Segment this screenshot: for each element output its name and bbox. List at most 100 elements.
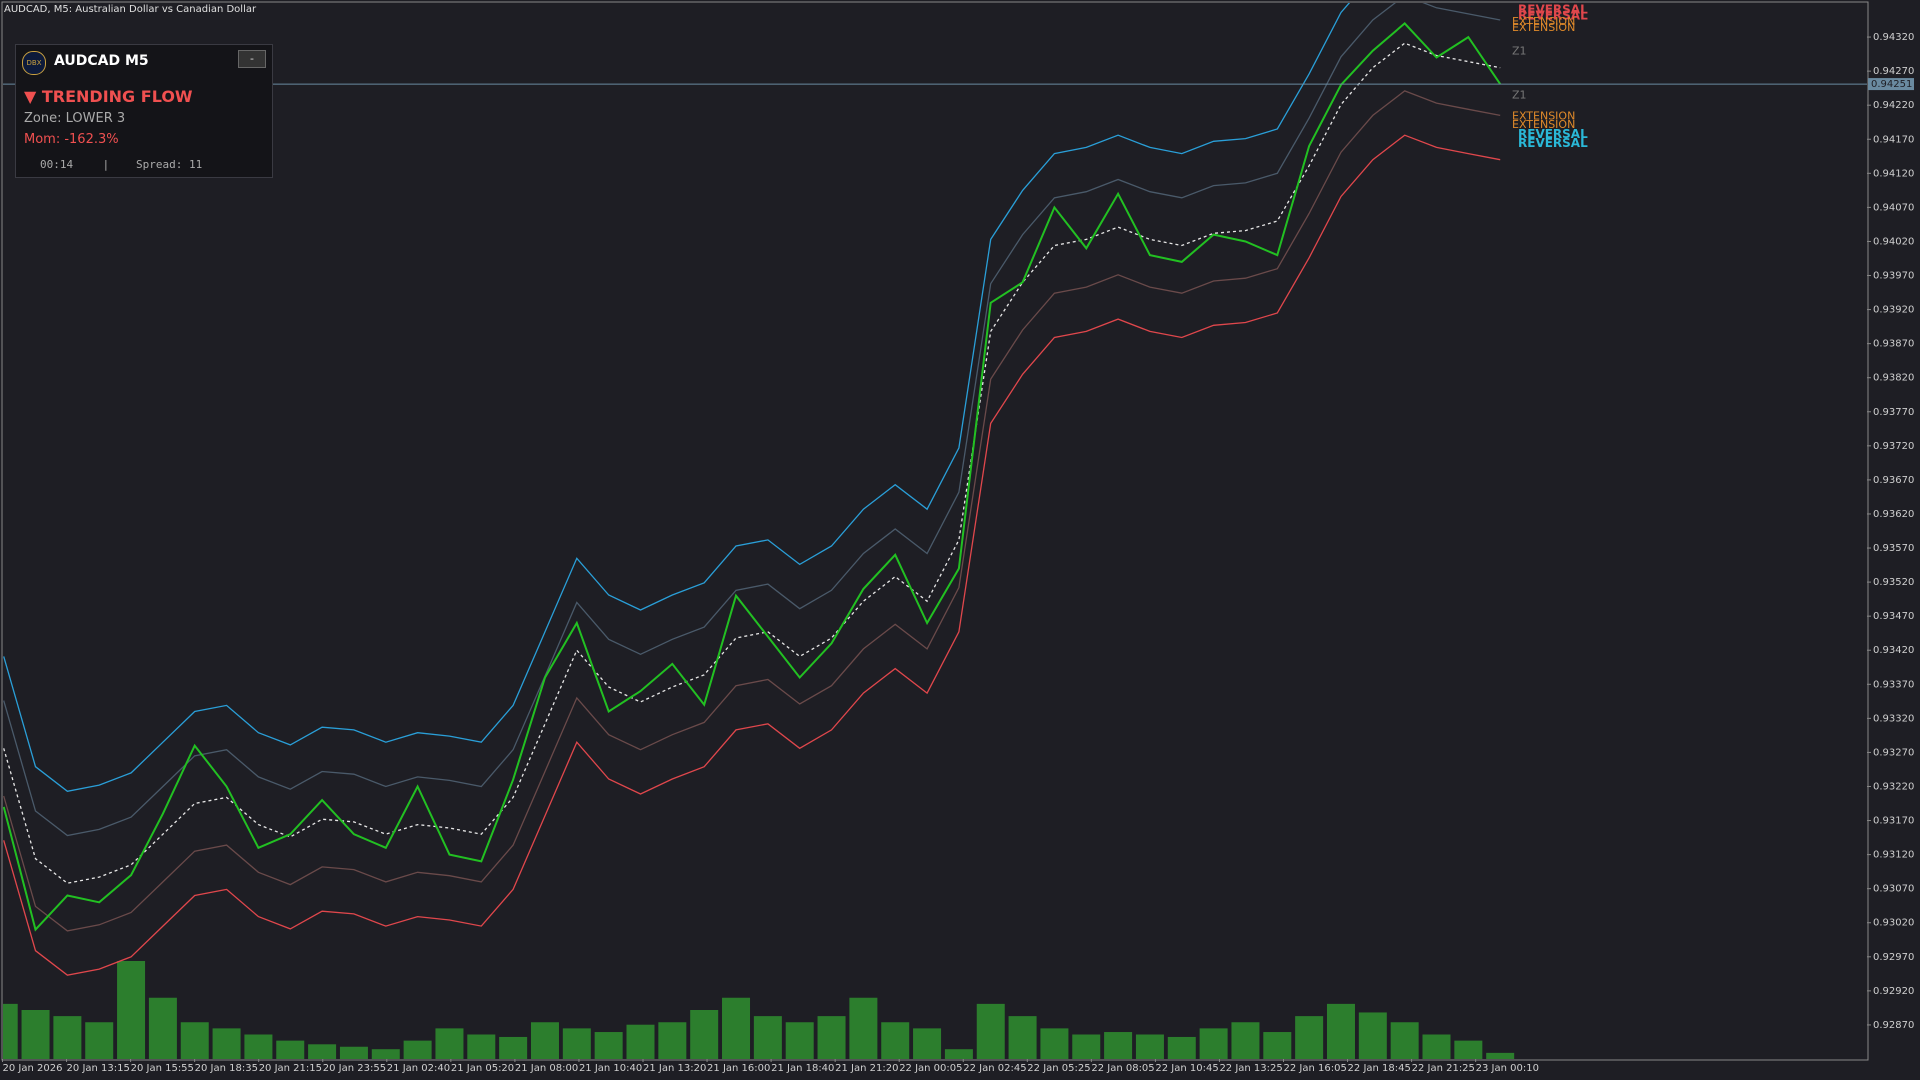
volume-bar bbox=[1358, 1012, 1387, 1059]
x-tick-label: 21 Jan 10:40 bbox=[579, 1063, 642, 1074]
volume-bar bbox=[1486, 1052, 1515, 1059]
volume-bar bbox=[339, 1046, 368, 1059]
volume-bar bbox=[753, 1016, 782, 1059]
x-tick-label: 22 Jan 18:45 bbox=[1348, 1063, 1411, 1074]
y-tick-label: 0.94270 bbox=[1873, 66, 1914, 77]
lines-layer bbox=[3, 3, 1502, 976]
x-tick-label: 20 Jan 21:15 bbox=[259, 1063, 322, 1074]
volume-bar bbox=[530, 1022, 559, 1059]
level-label: Z1 bbox=[1512, 44, 1527, 57]
y-tick-label: 0.93620 bbox=[1873, 509, 1914, 520]
current-price-box bbox=[1868, 78, 1914, 91]
volume-bar bbox=[1008, 1016, 1037, 1059]
volume-bar bbox=[21, 1010, 50, 1059]
volume-bar bbox=[180, 1022, 209, 1059]
y-tick-label: 0.93270 bbox=[1873, 747, 1914, 758]
x-tick-label: 21 Jan 02:40 bbox=[387, 1063, 450, 1074]
window-title: AUDCAD, M5: Australian Dollar vs Canadia… bbox=[4, 4, 257, 15]
y-tick-label: 0.93120 bbox=[1873, 850, 1914, 861]
volume-bar bbox=[626, 1024, 655, 1059]
volume-bar bbox=[1390, 1022, 1419, 1059]
y-tick-label: 0.94320 bbox=[1873, 32, 1914, 43]
y-tick-label: 0.94120 bbox=[1873, 168, 1914, 179]
level-label: REVERSAL bbox=[1518, 136, 1588, 150]
separator: | bbox=[104, 158, 108, 171]
level-label: REVERSAL bbox=[1518, 8, 1588, 22]
y-tick-label: 0.93520 bbox=[1873, 577, 1914, 588]
logo: DBX bbox=[22, 51, 46, 75]
level-label: EXTENSION bbox=[1512, 109, 1575, 122]
volume-bar bbox=[1167, 1036, 1196, 1059]
volume-bar bbox=[148, 997, 177, 1059]
y-tick-label: 0.94220 bbox=[1873, 100, 1914, 111]
x-tick-label: 22 Jan 21:25 bbox=[1412, 1063, 1475, 1074]
volume-bar bbox=[849, 997, 878, 1059]
x-tick-label: 22 Jan 13:25 bbox=[1219, 1063, 1282, 1074]
x-tick-label: 20 Jan 13:15 bbox=[67, 1063, 130, 1074]
series-line bbox=[3, 42, 1501, 884]
current-price-label: 0.94251 bbox=[1871, 79, 1912, 90]
series-line bbox=[3, 22, 1502, 932]
series-line bbox=[3, 134, 1501, 976]
volume-bar bbox=[435, 1028, 464, 1059]
volume-bar bbox=[85, 1022, 114, 1059]
info-panel: DBX AUDCAD M5 - ▼ TRENDING FLOW Zone: LO… bbox=[15, 44, 273, 178]
volume-bar bbox=[722, 997, 751, 1059]
volume-bar bbox=[3, 1003, 18, 1059]
volume-bar bbox=[976, 1003, 1005, 1059]
volume-bar bbox=[1422, 1034, 1451, 1059]
volume-bar bbox=[1295, 1016, 1324, 1059]
zone: Zone: LOWER 3 bbox=[24, 111, 126, 126]
y-tick-label: 0.93870 bbox=[1873, 339, 1914, 350]
x-tick-label: 23 Jan 00:10 bbox=[1476, 1063, 1539, 1074]
y-tick-label: 0.93370 bbox=[1873, 679, 1914, 690]
volume-bar bbox=[1263, 1032, 1292, 1059]
volume-bar bbox=[1135, 1034, 1164, 1059]
level-label: EXTENSION bbox=[1512, 15, 1575, 28]
volume-bar bbox=[690, 1010, 719, 1059]
volume-bar bbox=[244, 1034, 273, 1059]
volume-bar bbox=[212, 1028, 241, 1059]
y-tick-label: 0.94170 bbox=[1873, 134, 1914, 145]
volume-bar bbox=[881, 1022, 910, 1059]
volume-bar bbox=[658, 1022, 687, 1059]
y-tick-label: 0.93170 bbox=[1873, 816, 1914, 827]
x-tick-label: 21 Jan 13:20 bbox=[643, 1063, 706, 1074]
x-tick-label: 22 Jan 02:45 bbox=[963, 1063, 1026, 1074]
x-tick-label: 21 Jan 08:00 bbox=[515, 1063, 578, 1074]
x-tick-label: 20 Jan 18:35 bbox=[195, 1063, 258, 1074]
y-tick-label: 0.92920 bbox=[1873, 986, 1914, 997]
volume-bar bbox=[594, 1032, 623, 1059]
volume-bar bbox=[1040, 1028, 1069, 1059]
x-tick-label: 21 Jan 21:20 bbox=[835, 1063, 898, 1074]
level-label: REVERSAL bbox=[1518, 127, 1588, 141]
level-label: Z1 bbox=[1512, 89, 1527, 102]
series-line bbox=[3, 3, 1501, 837]
volume-bar bbox=[467, 1034, 496, 1059]
y-tick-label: 0.93720 bbox=[1873, 441, 1914, 452]
level-label: EXTENSION bbox=[1512, 21, 1575, 34]
volume-bar bbox=[499, 1036, 528, 1059]
volume-bar bbox=[785, 1022, 814, 1059]
y-tick-label: 0.93420 bbox=[1873, 645, 1914, 656]
volume-bar bbox=[117, 961, 146, 1059]
minimize-button[interactable]: - bbox=[238, 50, 266, 68]
x-tick-label: 20 Jan 23:55 bbox=[323, 1063, 386, 1074]
volume-bar bbox=[913, 1028, 942, 1059]
y-tick-label: 0.94070 bbox=[1873, 202, 1914, 213]
volume-bar bbox=[817, 1016, 846, 1059]
volume-bar bbox=[53, 1016, 82, 1059]
x-tick-label: 22 Jan 05:25 bbox=[1027, 1063, 1090, 1074]
y-tick-label: 0.93970 bbox=[1873, 271, 1914, 282]
y-tick-label: 0.92870 bbox=[1873, 1020, 1914, 1031]
series-line bbox=[3, 3, 1351, 792]
volume-bar bbox=[1199, 1028, 1228, 1059]
x-tick-label: 22 Jan 10:45 bbox=[1155, 1063, 1218, 1074]
level-label: REVERSAL bbox=[1518, 2, 1588, 16]
y-tick-label: 0.93670 bbox=[1873, 475, 1914, 486]
volume-bar bbox=[403, 1040, 432, 1059]
x-tick-label: 22 Jan 16:05 bbox=[1284, 1063, 1347, 1074]
volume-bar bbox=[276, 1040, 305, 1059]
